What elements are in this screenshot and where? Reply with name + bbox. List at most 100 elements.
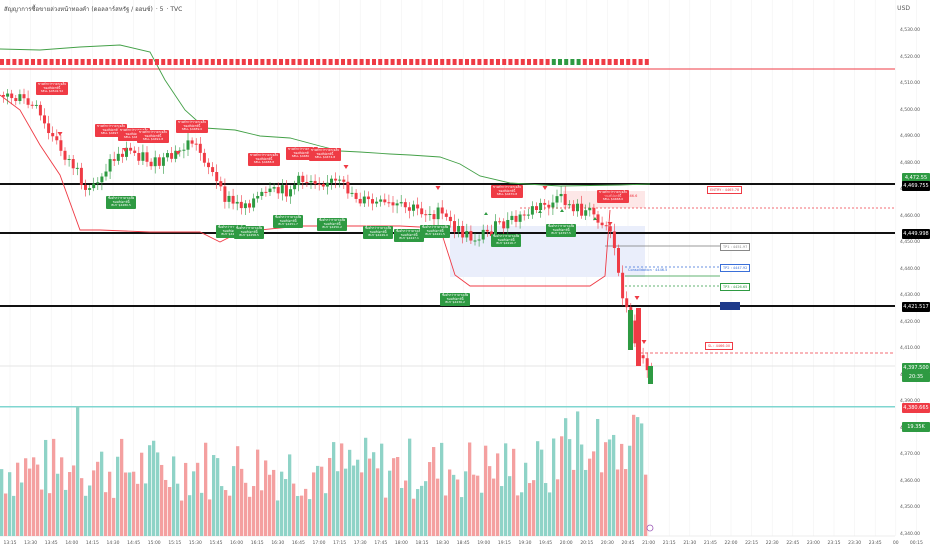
candle-body	[59, 140, 63, 151]
volume-bar	[464, 471, 468, 536]
up-arrow-icon	[560, 209, 564, 212]
candle-body	[67, 159, 71, 161]
volume-bar	[268, 474, 272, 536]
candle-body	[391, 202, 395, 206]
signal-strip-cell	[644, 59, 649, 65]
buy-signal[interactable]: ซื้อต่ำกว่าราคาเฉลี่ย ของสัปดาห์นี้ BUY …	[234, 226, 265, 239]
candle-body	[498, 221, 502, 223]
candle-body	[358, 198, 362, 204]
time-tick: 13:30	[24, 541, 38, 546]
candle-body	[366, 196, 370, 200]
candle-body	[289, 189, 292, 197]
candle-body	[559, 193, 563, 197]
candle-body	[120, 153, 124, 157]
price-tick: 4,500.00	[899, 107, 920, 113]
buy-signal[interactable]: ซื้อต่ำกว่าราคาเฉลี่ย ของสัปดาห์นี้ BUY …	[491, 234, 522, 247]
volume-bar	[200, 492, 204, 536]
signal-strip-cell	[514, 59, 519, 65]
time-tick: 19:45	[539, 541, 553, 546]
candle-body	[424, 214, 428, 216]
time-tick: 20:15	[580, 541, 594, 546]
sell-signal[interactable]: ขายต่ำกว่าราคาเฉลี่ย ของสัปดาห์นี้ SELL …	[248, 153, 280, 166]
buy-signal[interactable]: ซื้อต่ำกว่าราคาเฉลี่ย ของสัปดาห์นี้ BUY …	[440, 293, 471, 306]
candle-body	[239, 201, 243, 209]
signal-strip-cell	[148, 59, 153, 65]
time-tick: 20:30	[600, 541, 614, 546]
buy-signal[interactable]: ซื้อต่ำกว่าราคาเฉลี่ย ของสัปดาห์นี้ BUY …	[317, 218, 348, 231]
candle-body	[563, 193, 567, 205]
candle-body	[178, 150, 182, 152]
sell-signal[interactable]: ขายต่ำกว่าราคาเฉลี่ย ของสัปดาห์นี้ SELL …	[137, 130, 169, 143]
volume-bar	[164, 479, 168, 536]
candle-body	[26, 98, 30, 105]
buy-signal[interactable]: ซื้อต่ำกว่าราคาเฉลี่ย ของสัปดาห์นี้ BUY …	[106, 196, 137, 209]
volume-bar	[196, 462, 200, 536]
candle-body	[448, 216, 452, 222]
candle-body	[375, 201, 379, 204]
candle-body	[166, 153, 169, 158]
volume-bar	[176, 483, 180, 536]
signal-strip-cell	[43, 59, 48, 65]
signal-strip-cell	[421, 59, 426, 65]
signal-strip-cell	[285, 59, 290, 65]
candle-body	[145, 152, 149, 162]
volume-bar	[492, 478, 496, 536]
volume-bar	[228, 495, 232, 536]
volume-bar	[524, 462, 528, 536]
volume-bar	[180, 500, 184, 536]
currency-label[interactable]: USD	[897, 5, 910, 12]
source-label: TVC	[170, 6, 183, 13]
volume-bar	[320, 466, 324, 536]
sell-signal[interactable]: ขายต่ำกว่าราคาเฉลี่ย ของสัปดาห์นี้ SELL …	[36, 82, 68, 95]
candle-body	[416, 204, 420, 209]
volume-bar	[356, 459, 360, 536]
sell-signal[interactable]: ขายต่ำกว่าราคาเฉลี่ย ของสัปดาห์นี้ SELL …	[597, 190, 629, 203]
signal-strip-cell	[632, 59, 637, 65]
volume-bar	[612, 434, 616, 536]
down-arrow-icon	[634, 296, 640, 300]
volume-bar	[608, 439, 612, 536]
volume-bar	[72, 465, 76, 536]
candle-body	[518, 214, 522, 222]
candle-body	[22, 94, 26, 99]
buy-signal[interactable]: ซื้อต่ำกว่าราคาเฉลี่ย ของสัปดาห์นี้ BUY …	[546, 224, 577, 237]
signal-strip-cell	[24, 59, 29, 65]
candle-body	[51, 133, 55, 137]
signal-strip-cell	[483, 59, 488, 65]
time-tick: 18:30	[436, 541, 450, 546]
sell-signal[interactable]: ขายต่ำกว่าราคาเฉลี่ย ของสัปดาห์นี้ SELL …	[491, 185, 523, 198]
interval-label[interactable]: 5	[159, 6, 164, 13]
sell-signal[interactable]: ขายต่ำกว่าราคาเฉลี่ย ของสัปดาห์นี้ SELL …	[176, 120, 208, 133]
time-tick: 21:45	[703, 541, 717, 546]
price-tick: 4,440.00	[899, 266, 920, 272]
candle-body	[379, 199, 383, 202]
time-tick: 20:00	[559, 541, 573, 546]
candle-body	[92, 183, 96, 189]
volume-bar	[444, 495, 448, 536]
buy-signal[interactable]: ซื้อต่ำกว่าราคาเฉลี่ย ของสัปดาห์นี้ BUY …	[273, 215, 304, 228]
band-layer	[0, 44, 651, 287]
buy-signal[interactable]: ซื้อต่ำกว่าราคาเฉลี่ย ของสัปดาห์นี้ BUY …	[394, 229, 425, 242]
volume-bar	[384, 497, 388, 536]
candle-body	[268, 188, 272, 193]
signal-strip-cell	[489, 59, 494, 65]
buy-signal[interactable]: ซื้อต่ำกว่าราคาเฉลี่ย ของสัปดาห์นี้ BUY …	[420, 225, 451, 238]
candle-body	[112, 159, 116, 161]
candle-body	[157, 157, 161, 166]
candle-body	[18, 94, 22, 102]
volume-bar	[184, 462, 188, 536]
price-tick: 4,340.00	[899, 531, 920, 537]
sell-signal[interactable]: ขายต่ำกว่าราคาเฉลี่ย ของสัปดาห์นี้ SELL …	[309, 148, 341, 161]
buy-signal[interactable]: ซื้อต่ำกว่าราคาเฉลี่ย ของสัปดาห์นี้ BUY …	[363, 226, 394, 239]
signal-strip-cell	[576, 59, 581, 65]
price-tick: 4,490.00	[899, 134, 920, 139]
candle-body	[530, 206, 534, 215]
candle-body	[514, 215, 518, 222]
time-tick: 17:45	[374, 541, 388, 546]
volume-bar	[416, 489, 420, 536]
candle-body	[256, 195, 260, 199]
volume-bar	[128, 472, 132, 536]
down-arrow-icon	[175, 151, 181, 155]
candle-body	[584, 210, 588, 216]
